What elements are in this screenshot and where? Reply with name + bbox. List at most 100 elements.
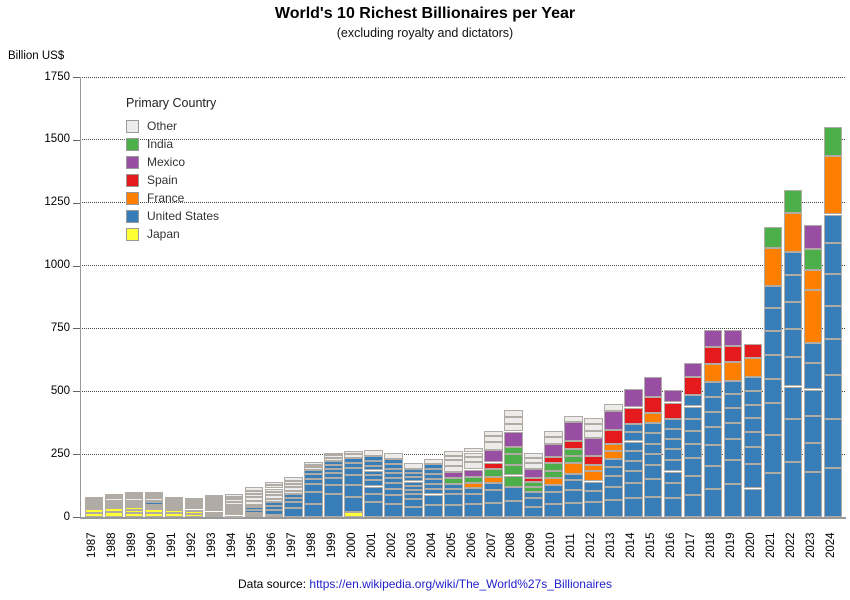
bar-2003-united-states — [404, 499, 423, 507]
bar-2023-united-states — [803, 363, 823, 390]
bar-1999-other — [324, 458, 343, 461]
bar-1996-united-states — [264, 506, 284, 510]
data-source-link[interactable]: https://en.wikipedia.org/wiki/The_World%… — [309, 577, 612, 591]
bar-2013-mexico — [604, 411, 623, 430]
y-tick-label-500: 500 — [50, 384, 70, 397]
bar-2005-other — [444, 466, 463, 473]
bar-1999-other — [324, 452, 343, 456]
bar-2008-other — [504, 423, 523, 432]
bar-2011-spain — [564, 441, 583, 449]
bar-1998-other — [304, 464, 323, 468]
bar-2024-united-states — [823, 214, 843, 244]
bar-2015-united-states — [643, 433, 663, 444]
bar-2011-united-states — [564, 480, 583, 491]
bar-2001-other — [364, 450, 383, 457]
bar-2011-other — [564, 415, 583, 423]
bar-2020-united-states — [743, 432, 763, 447]
bar-2012-other — [584, 417, 603, 425]
bar-2001-united-states — [364, 470, 383, 476]
bar-2008-india — [504, 446, 523, 455]
y-tick-label-750: 750 — [50, 321, 70, 334]
x-label-2017: 2017 — [685, 532, 698, 558]
bar-1993-other — [204, 503, 224, 506]
x-label-1999: 1999 — [325, 532, 338, 558]
y-tick-label-1750: 1750 — [44, 70, 70, 83]
bar-2022-united-states — [783, 275, 803, 303]
bar-2017-united-states — [683, 430, 703, 444]
bar-2014-united-states — [624, 471, 643, 484]
y-tick-mark-250 — [73, 454, 80, 456]
bar-2005-united-states — [444, 494, 463, 506]
bar-2009-india — [524, 487, 543, 492]
x-label-2000: 2000 — [345, 532, 358, 558]
x-label-2010: 2010 — [545, 532, 558, 558]
bar-1994-other — [224, 496, 244, 500]
bar-2010-india — [544, 470, 563, 478]
bar-2005-united-states — [444, 484, 463, 489]
bar-1992-japan — [184, 511, 204, 514]
bar-2002-united-states — [384, 482, 403, 489]
bar-2006-other — [464, 457, 483, 463]
x-label-1997: 1997 — [285, 532, 298, 558]
bar-2017-united-states — [683, 394, 703, 407]
bar-1997-other — [284, 483, 303, 488]
bar-2013-other — [604, 403, 623, 412]
bar-1995-other — [244, 487, 264, 491]
bar-1988-japan — [104, 512, 124, 517]
bar-1995-other — [244, 493, 264, 498]
y-axis-unit-label: Billion US$ — [8, 50, 65, 62]
x-label-2024: 2024 — [825, 532, 837, 558]
bar-1990-united-states — [144, 500, 164, 503]
bar-2008-united-states — [504, 486, 523, 502]
bar-2017-spain — [683, 376, 703, 395]
x-label-2012: 2012 — [585, 532, 598, 558]
bar-1989-other — [124, 496, 144, 499]
bar-2016-united-states — [663, 419, 683, 430]
bar-2024-united-states — [823, 468, 843, 517]
bar-2014-mexico — [624, 389, 643, 408]
legend-title: Primary Country — [126, 96, 217, 110]
y-tick-label-1500: 1500 — [44, 133, 70, 146]
bar-2004-united-states — [424, 474, 443, 480]
bar-1999-united-states — [324, 464, 343, 469]
bar-2010-india — [544, 463, 563, 471]
bar-1999-united-states — [324, 477, 343, 486]
y-tick-mark-0 — [73, 517, 80, 518]
x-label-1991: 1991 — [165, 532, 178, 558]
bar-2006-other — [464, 447, 483, 453]
bar-2015-united-states — [643, 497, 663, 517]
bar-1996-other — [264, 491, 284, 496]
legend-item-japan: Japan — [126, 225, 219, 243]
bar-1996-other — [264, 488, 284, 492]
bar-1999-other — [324, 455, 343, 459]
bar-2003-united-states — [404, 469, 423, 474]
bar-1992-japan — [184, 509, 204, 512]
bar-1989-japan — [124, 505, 144, 508]
bar-2023-india — [803, 248, 823, 270]
legend-swatch-mexico — [126, 155, 139, 169]
x-label-2015: 2015 — [645, 532, 658, 558]
legend-label: Other — [147, 119, 178, 133]
bar-2007-mexico — [484, 450, 503, 463]
bar-2024-united-states — [823, 339, 843, 375]
bar-1994-mexico — [224, 505, 244, 508]
bar-2019-united-states — [723, 407, 743, 424]
bar-1994-united-states — [224, 510, 244, 514]
legend-item-other: Other — [126, 117, 219, 135]
bar-2001-united-states — [364, 494, 383, 503]
bar-1993-other — [204, 501, 224, 503]
bar-2008-india — [504, 454, 523, 465]
bar-2012-spain — [584, 455, 603, 466]
bar-2010-spain — [544, 457, 563, 464]
bar-2020-united-states — [743, 447, 763, 464]
x-label-2001: 2001 — [365, 532, 378, 558]
bar-2015-spain — [643, 396, 663, 413]
bar-1990-japan — [144, 504, 164, 507]
y-tick-mark-750 — [73, 328, 80, 330]
bar-2019-united-states — [723, 423, 743, 439]
bar-1993-united-states — [204, 509, 224, 512]
bar-1999-united-states — [324, 468, 343, 473]
bar-2008-india — [504, 464, 523, 476]
bar-2002-united-states — [384, 488, 403, 495]
bar-2011-india — [564, 455, 583, 464]
